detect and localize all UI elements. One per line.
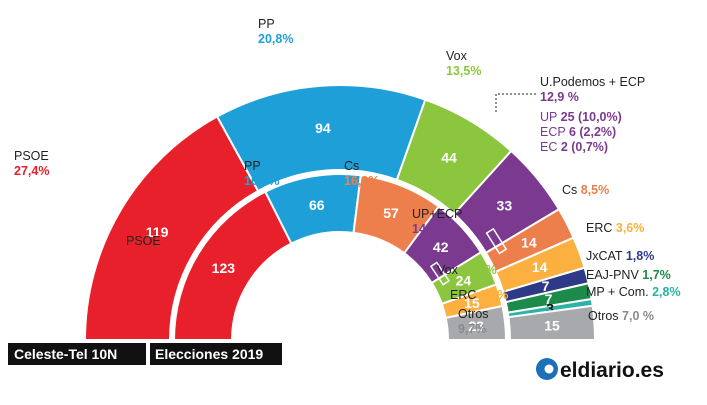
inner-up-pct-label: 14,4% [412,222,447,236]
outer-seats-mp-com: 3 [546,301,554,317]
inner-seats-vox: 24 [456,273,472,289]
outer-vox-pct-label: 13,5% [446,64,481,78]
inner-otros-name-label: Otros [458,307,489,321]
inner-seats-otros: 23 [468,318,484,334]
inner-pp-name-label: PP [244,159,261,173]
outer-segment-otros [507,304,597,341]
outer-pp-name-label: PP [258,17,275,31]
inner-up-submarker [429,261,450,286]
inner-cs-name-label: Cs [344,159,359,173]
up-breakdown-ecp: ECP 6 (2,2%) [540,125,616,139]
outer-vox-name-label: Vox [446,49,468,63]
inner-cs-pct-label: 16,0% [344,174,379,188]
outer-mp-label: MP + Com. 2,8% [586,285,681,299]
up-breakdown-ec: EC 2 (0,7%) [540,140,608,154]
outer-otros-label: Otros 7,0 % [588,309,654,323]
inner-seats-up: 42 [433,239,449,255]
outer-seats-pp: 94 [315,120,331,136]
inner-vox-label: Vox 10,3% [437,263,497,277]
inner-seats-cs: 57 [383,205,399,221]
outer-cs-label: Cs 8,5% [562,183,609,197]
outer-tag-bg [8,343,146,365]
logo-dot-icon [544,364,554,374]
inner-seats-pp: 66 [309,197,325,213]
up-sub-markers [429,227,508,286]
inner-seats-erc: 15 [464,295,480,311]
outer-pp-pct-label: 20,8% [258,32,293,46]
outer-psoe-pct-label: 27,4% [14,164,49,178]
inner-seats-psoe: 123 [212,260,236,276]
outer-seats-vox: 44 [441,150,457,166]
outer-up-submarker [485,227,508,255]
inner-tag-bg [150,343,282,365]
outer-up-name-label: U.Podemos + ECP [540,75,645,89]
outer-up-pct-label: 12,9 % [540,90,579,104]
outer-jxcat-label: JxCAT 1,8% [586,249,654,263]
inner-up-name-label: UP+ECP [412,207,462,221]
outer-seats-eaj-pnv: 7 [545,291,553,307]
inner-erc-label: ERC 3,9% [450,288,508,302]
inner-otros-pct-label: 9,7% [458,322,487,336]
inner-hemicycle: 123 66 57 42 24 15 23 [172,173,508,341]
outer-up-leader-line [495,93,536,112]
inner-psoe-pct-label: 28,9% [126,249,161,263]
outer-tag: Celeste-Tel 10N [14,346,117,362]
outer-seats-cs: 14 [521,235,537,251]
inner-segment-otros [444,304,508,341]
outer-seats-otros: 15 [544,318,560,334]
outer-seats-erc: 14 [532,259,548,275]
inner-pp-pct-label: 16,8% [244,174,279,188]
outer-seats-up: 33 [497,197,513,213]
outer-psoe-name-label: PSOE [14,149,49,163]
outer-erc-label: ERC 3,6% [586,221,644,235]
outer-seats-jxcat: 7 [542,278,550,294]
outer-eaj-pnv-label: EAJ-PNV 1,7% [586,268,671,282]
inner-tag: Elecciones 2019 [155,346,263,362]
up-breakdown-up: UP 25 (10,0%) [540,110,622,124]
outer-seats-psoe: 119 [146,224,169,240]
eldiario-logo: eldiario.es [536,358,664,382]
logo-text: eldiario.es [560,359,664,382]
inner-psoe-name-label: PSOE [126,234,161,248]
